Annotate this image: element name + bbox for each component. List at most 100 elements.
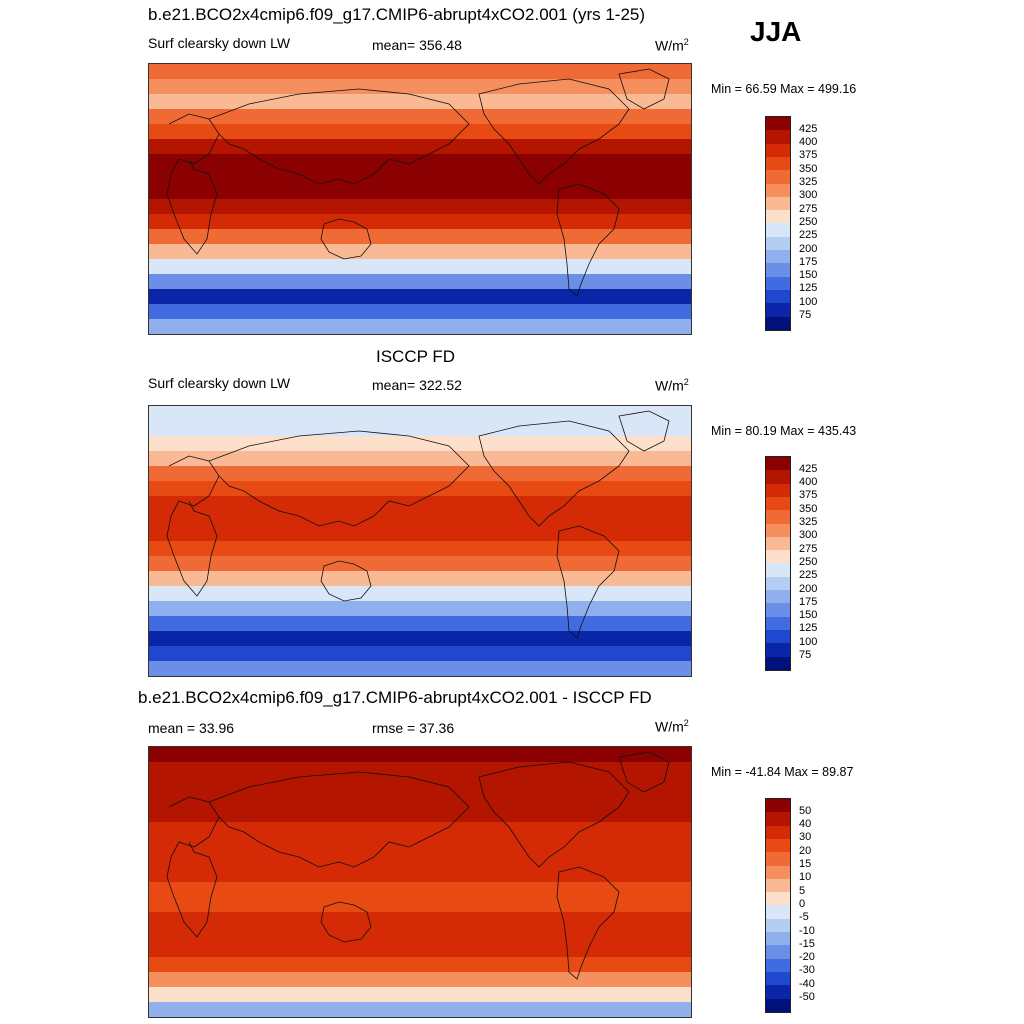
coastline: [556, 525, 620, 639]
heatmap-band: [149, 837, 691, 853]
colorbar-segment: [766, 590, 790, 604]
heatmap-band: [149, 912, 691, 928]
colorbar-segment: [766, 878, 790, 893]
colorbar-segment: [766, 496, 790, 511]
colorbar-segment: [766, 838, 790, 853]
colorbar-segment: [766, 905, 790, 920]
heatmap-band: [149, 421, 691, 437]
colorbar-segment: [766, 536, 790, 551]
panel2-units: W/m2: [655, 377, 689, 394]
heatmap-band: [149, 646, 691, 662]
panel1-variable: Surf clearsky down LW: [148, 35, 291, 51]
heatmap-band: [149, 1002, 691, 1017]
coastline: [320, 901, 372, 943]
colorbar-tick-label: 225: [799, 229, 818, 242]
colorbar-tick-label: 275: [799, 542, 818, 555]
colorbar-segment: [766, 643, 790, 657]
colorbar-tick-label: -40: [799, 977, 815, 990]
heatmap-svg: [149, 64, 691, 334]
heatmap-band: [149, 822, 691, 838]
colorbar-segment: [766, 656, 790, 671]
colorbar-tick-label: 40: [799, 818, 812, 831]
colorbar-segment: [766, 603, 790, 618]
panel1-title: b.e21.BCO2x4cmip6.f09_g17.CMIP6-abrupt4x…: [148, 5, 646, 24]
colorbar-tick-label: 225: [799, 569, 818, 582]
colorbar-tick-label: 50: [799, 804, 812, 817]
heatmap-band: [149, 79, 691, 95]
colorbar-segment: [766, 971, 790, 986]
colorbar-tick-label: -20: [799, 951, 815, 964]
colorbar-tick-label: 20: [799, 844, 812, 857]
coastline: [556, 866, 620, 980]
heatmap-band: [149, 496, 691, 512]
season-label: JJA: [750, 16, 802, 47]
heatmap-band: [149, 882, 691, 898]
panel2-variable: Surf clearsky down LW: [148, 375, 291, 391]
heatmap-band: [149, 481, 691, 497]
heatmap-band: [149, 762, 691, 778]
colorbar-tick-label: 425: [799, 122, 818, 135]
colorbar-segment: [766, 576, 790, 591]
panel2-mean: mean= 322.52: [372, 377, 462, 393]
colorbar-segment: [766, 629, 790, 644]
coastline: [618, 68, 670, 110]
colorbar-segment: [766, 998, 790, 1013]
heatmap-band: [149, 601, 691, 617]
heatmap-band: [149, 229, 691, 245]
colorbar-tick-label: 175: [799, 595, 818, 608]
colorbar-tick-label: 100: [799, 635, 818, 648]
colorbar-segment: [766, 156, 790, 171]
heatmap-band: [149, 897, 691, 913]
colorbar-tick-label: 0: [799, 897, 806, 910]
colorbar-segment: [766, 223, 790, 238]
colorbar-tick-label: 10: [799, 871, 812, 884]
heatmap-band: [149, 777, 691, 793]
colorbar-tick-label: 425: [799, 462, 818, 475]
heatmap-band: [149, 436, 691, 452]
colorbar-tick-label: -5: [799, 911, 809, 924]
heatmap-band: [149, 214, 691, 230]
colorbar-segment: [766, 985, 790, 999]
colorbar-tick-label: 200: [799, 242, 818, 255]
coastline: [166, 455, 220, 597]
heatmap-svg: [149, 406, 691, 676]
heatmap-band: [149, 631, 691, 647]
heatmap-band: [149, 244, 691, 260]
heatmap-band: [149, 319, 691, 334]
heatmap-band: [149, 807, 691, 823]
coastline: [166, 113, 220, 255]
panel3-mean: mean = 33.96: [148, 720, 235, 736]
colorbar-segment: [766, 616, 790, 631]
colorbar-segment: [766, 263, 790, 278]
heatmap-band: [149, 169, 691, 185]
coastline: [478, 420, 630, 527]
coastline: [478, 761, 630, 868]
colorbar-tick-label: 375: [799, 149, 818, 162]
heatmap-band: [149, 972, 691, 988]
colorbar-tick-label: -50: [799, 991, 815, 1003]
colorbar-tick-label: 15: [799, 858, 812, 870]
heatmap-band: [149, 109, 691, 125]
panel3-minmax: Min = -41.84 Max = 89.87: [711, 765, 854, 779]
panel1-map: [148, 63, 692, 335]
colorbar-segment: [766, 825, 790, 840]
coastline: [320, 560, 372, 602]
colorbar-segment: [766, 170, 790, 184]
heatmap-band: [149, 661, 691, 676]
coastline: [478, 78, 630, 185]
colorbar-box: [765, 116, 791, 331]
colorbar-segment: [766, 117, 790, 131]
colorbar-tick-label: -10: [799, 924, 815, 937]
colorbar-segment: [766, 799, 790, 813]
colorbar-tick-label: -15: [799, 937, 815, 950]
colorbar-segment: [766, 958, 790, 973]
colorbar-tick-label: 400: [799, 476, 818, 489]
heatmap-band: [149, 586, 691, 602]
colorbar-segment: [766, 316, 790, 331]
colorbar-segment: [766, 510, 790, 524]
colorbar-tick-label: 150: [799, 609, 818, 622]
panel1-mean: mean= 356.48: [372, 37, 462, 53]
colorbar-segment: [766, 852, 790, 866]
colorbar-tick-label: 150: [799, 269, 818, 282]
colorbar-tick-label: 100: [799, 295, 818, 308]
